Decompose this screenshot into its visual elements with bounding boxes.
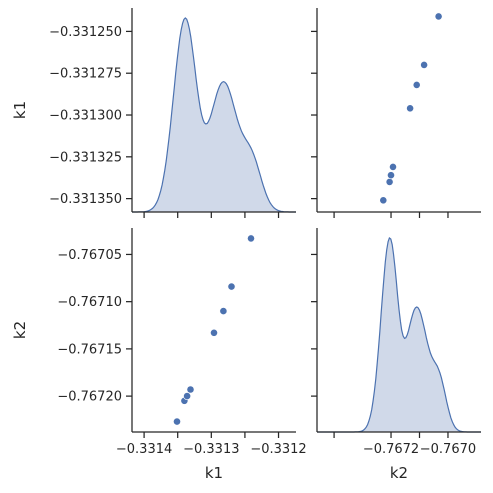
scatter-point: [219, 307, 228, 315]
scatter-point: [183, 392, 191, 400]
y-tick-label: −0.331300: [49, 109, 122, 124]
panel-k1-vs-k2: [311, 8, 481, 218]
scatter-point: [385, 177, 394, 186]
scatter-point: [420, 61, 428, 69]
x-tick-label: −0.3312: [250, 442, 306, 457]
scatter-point: [247, 234, 255, 243]
x-axis-label-k2: k2: [390, 464, 408, 482]
y-tick-label: −0.76710: [57, 295, 122, 310]
y-tick-label: −0.76715: [57, 342, 122, 357]
kde-line-k1: [132, 17, 296, 213]
x-tick-label: −0.7670: [420, 442, 476, 457]
panel-k2-vs-k2: −0.7672 −0.7670: [311, 228, 481, 457]
scatter-point: [379, 196, 388, 205]
scatter-point: [389, 162, 397, 171]
scatter-point: [387, 171, 395, 180]
x-tick-label: −0.3313: [183, 442, 239, 457]
scatter-point: [210, 328, 218, 337]
scatter-point: [186, 385, 195, 394]
y-tick-label: −0.76705: [57, 248, 122, 263]
y-axis-label-k1: k1: [11, 101, 29, 119]
scatter-point: [434, 12, 443, 21]
x-axis-label-k1: k1: [205, 464, 223, 482]
scatter-point: [227, 282, 236, 291]
y-axis-label-k2: k2: [11, 321, 29, 339]
panel-k2-vs-k1: −0.76705−0.76710−0.76715−0.76720−0.3314−…: [57, 228, 307, 457]
x-tick-label: −0.7672: [363, 442, 419, 457]
y-tick-label: −0.331250: [49, 25, 122, 40]
y-tick-label: −0.331275: [49, 67, 122, 82]
kde-fill-k2: [317, 238, 481, 432]
y-tick-label: −0.331350: [49, 192, 122, 207]
y-tick-label: −0.76720: [57, 390, 122, 405]
scatter-point: [406, 104, 414, 113]
scatter-point: [173, 417, 181, 426]
kde-fill-k1: [132, 18, 296, 212]
y-tick-label: −0.331325: [49, 150, 122, 165]
x-tick-label: −0.3314: [116, 442, 172, 457]
scatter-point: [412, 81, 421, 89]
panel-k1-vs-k1: −0.331250 −0.331275 −0.331300 −0.331325 −0.3…: [49, 8, 296, 218]
